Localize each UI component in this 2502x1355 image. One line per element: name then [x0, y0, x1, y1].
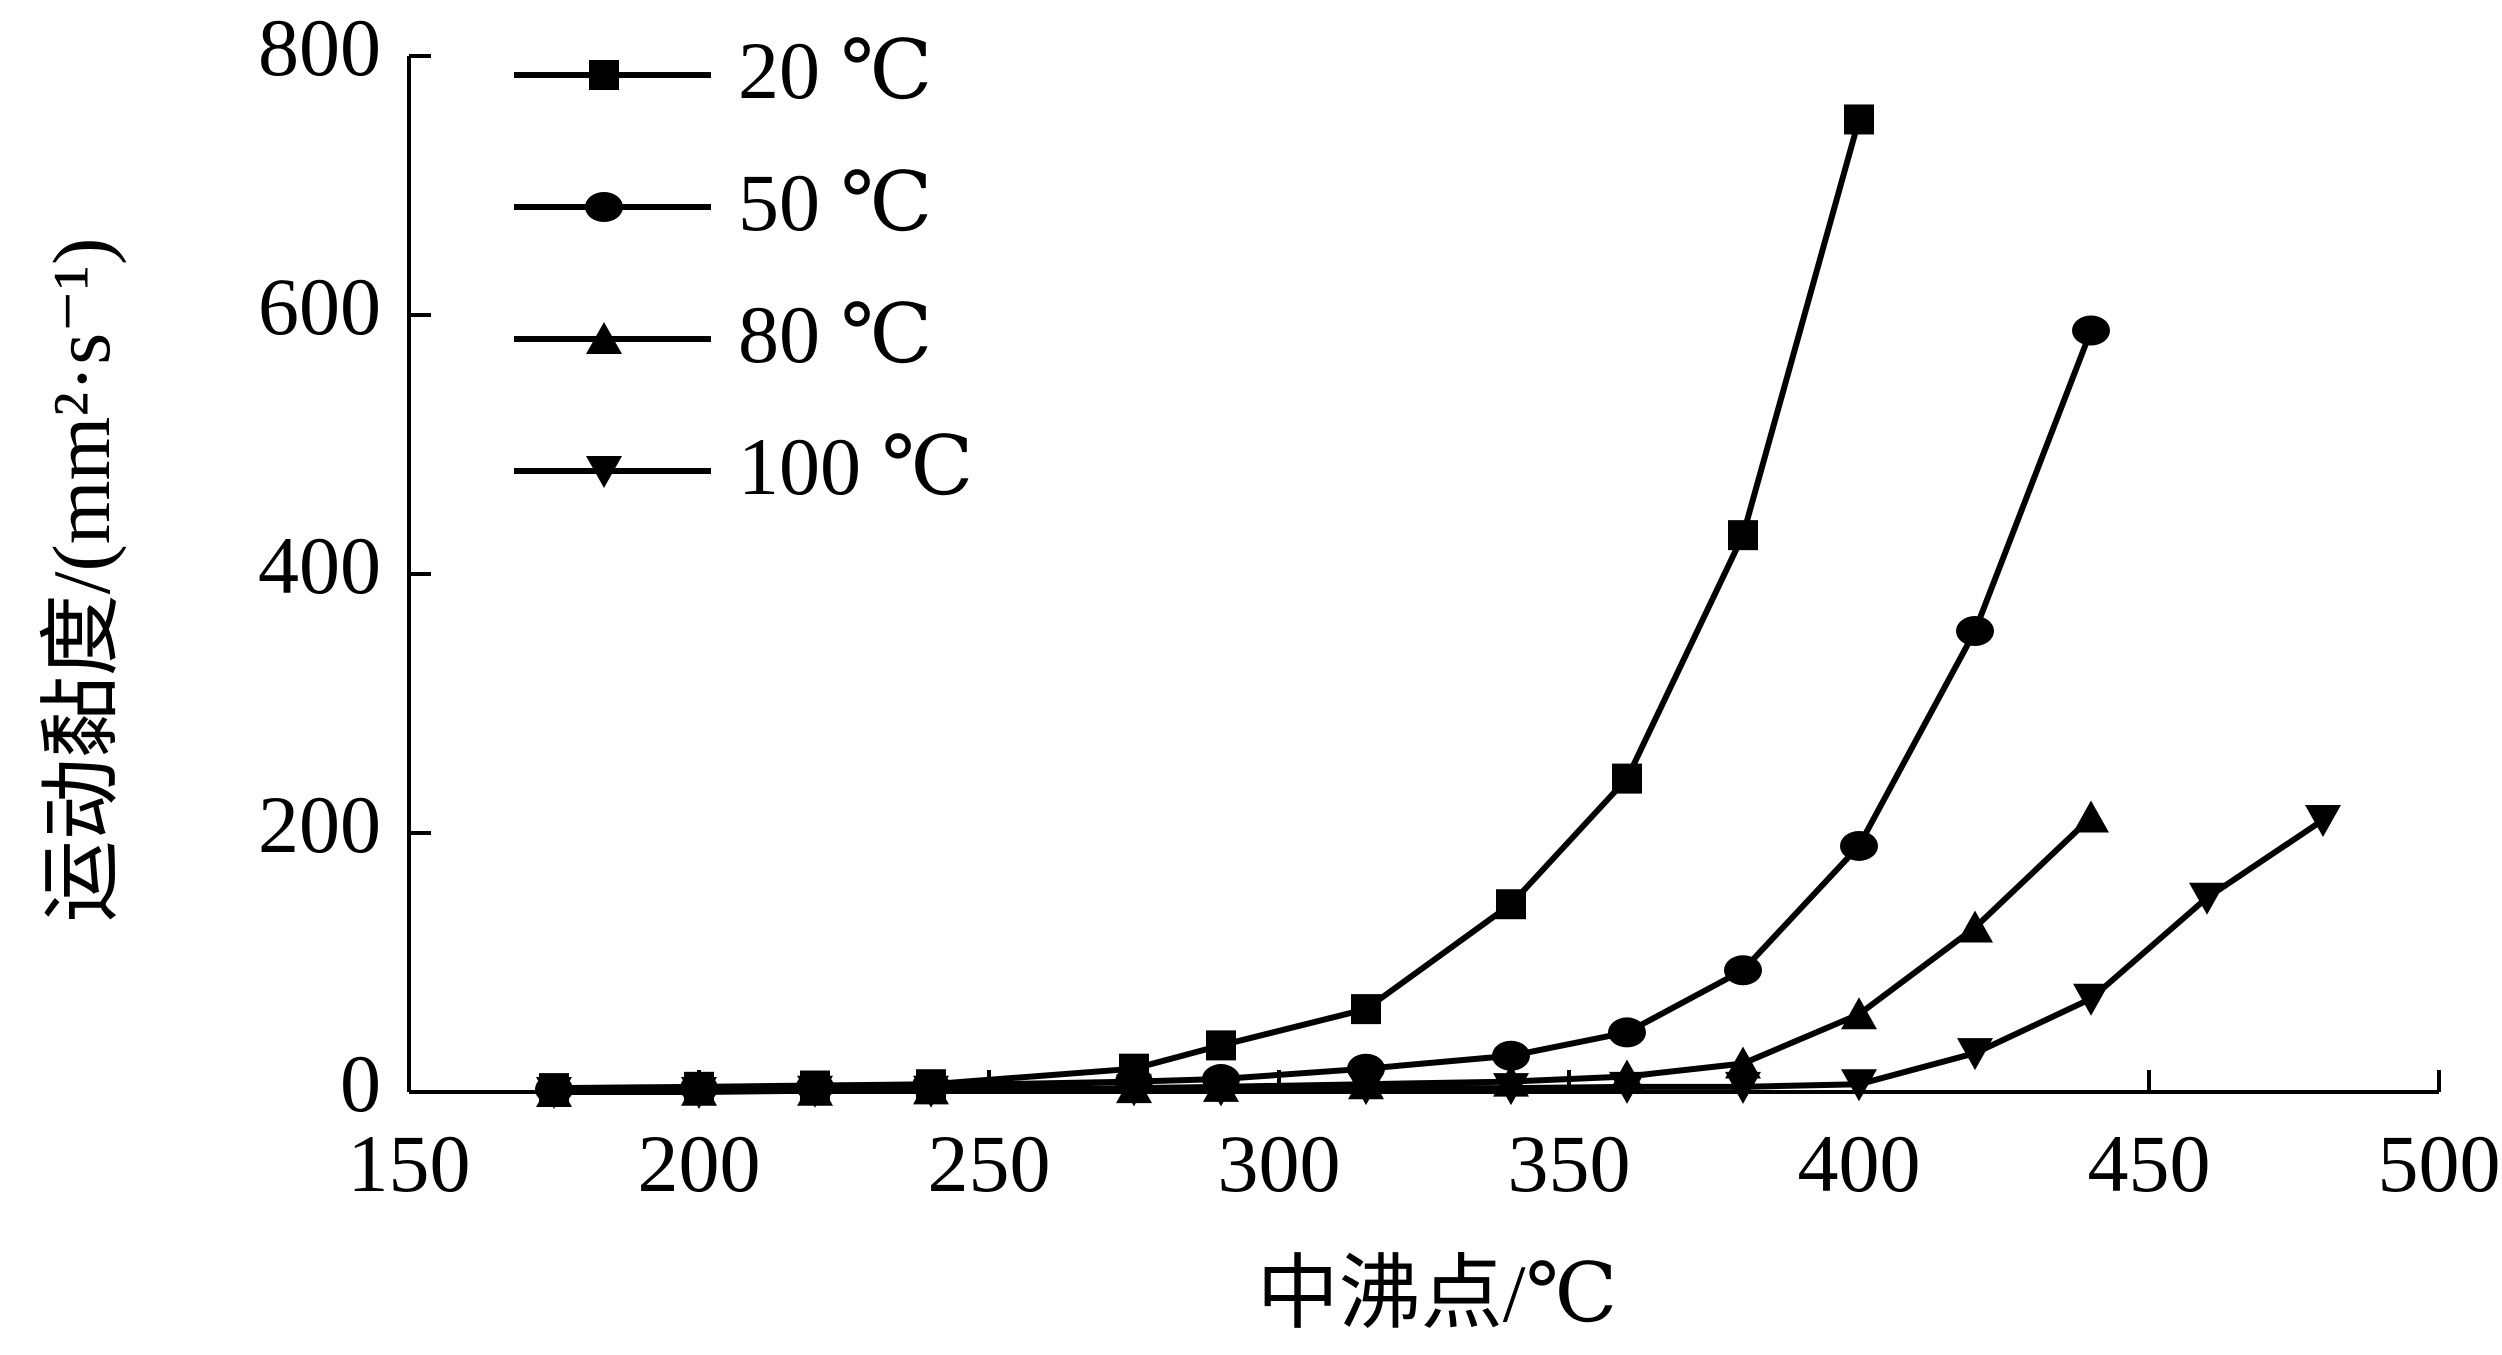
- marker: [1725, 1071, 1761, 1104]
- legend-label: 100 ℃: [738, 421, 973, 512]
- x-tick-label: 500: [2378, 1118, 2501, 1209]
- legend-marker: [586, 322, 622, 354]
- legend-label: 50 ℃: [738, 157, 932, 248]
- marker: [681, 1077, 717, 1109]
- marker: [1840, 830, 1878, 861]
- marker: [1351, 994, 1381, 1025]
- marker: [1206, 1030, 1236, 1061]
- x-tick-label: 150: [348, 1118, 471, 1209]
- y-tick-label: 0: [340, 1038, 381, 1129]
- series-line: [553, 118, 1862, 1092]
- marker: [1492, 1040, 1530, 1071]
- marker: [536, 1077, 572, 1109]
- x-tick-label: 350: [1508, 1118, 1631, 1209]
- y-tick-label: 200: [258, 779, 381, 870]
- legend-marker: [586, 456, 622, 488]
- marker: [1844, 104, 1874, 135]
- marker: [1725, 1046, 1761, 1079]
- marker: [2189, 882, 2225, 915]
- marker: [1724, 955, 1762, 986]
- marker: [1609, 1071, 1645, 1104]
- marker: [1496, 889, 1526, 920]
- y-tick-label: 400: [258, 520, 381, 611]
- x-tick-label: 400: [1798, 1118, 1921, 1209]
- marker: [1728, 520, 1758, 551]
- legend-marker: [585, 192, 623, 222]
- marker: [2072, 315, 2110, 346]
- legend-label: 20 ℃: [738, 25, 932, 116]
- x-tick-label: 250: [928, 1118, 1051, 1209]
- marker: [913, 1075, 949, 1108]
- marker: [1116, 1074, 1152, 1107]
- marker: [1493, 1073, 1529, 1106]
- x-tick-label: 200: [638, 1118, 761, 1209]
- legend-marker: [589, 60, 619, 90]
- y-tick-label: 800: [258, 2, 381, 93]
- marker: [2073, 983, 2109, 1016]
- marker: [1348, 1073, 1384, 1106]
- x-tick-label: 450: [2088, 1118, 2211, 1209]
- marker: [2305, 805, 2341, 838]
- marker: [1612, 763, 1642, 794]
- x-tick-label: 300: [1218, 1118, 1341, 1209]
- y-tick-label: 600: [258, 261, 381, 352]
- marker: [1608, 1017, 1646, 1048]
- y-axis-label: 运动黏度/(mm²·s⁻¹): [36, 238, 127, 923]
- marker: [2073, 800, 2109, 833]
- x-axis-label: 中沸点/℃: [1257, 1248, 1618, 1339]
- marker: [1841, 997, 1877, 1030]
- marker: [1956, 615, 1994, 646]
- marker: [1841, 1069, 1877, 1102]
- marker: [1957, 910, 1993, 943]
- legend-label: 80 ℃: [738, 289, 932, 380]
- marker: [1203, 1074, 1239, 1107]
- marker: [1957, 1038, 1993, 1071]
- marker: [797, 1075, 833, 1108]
